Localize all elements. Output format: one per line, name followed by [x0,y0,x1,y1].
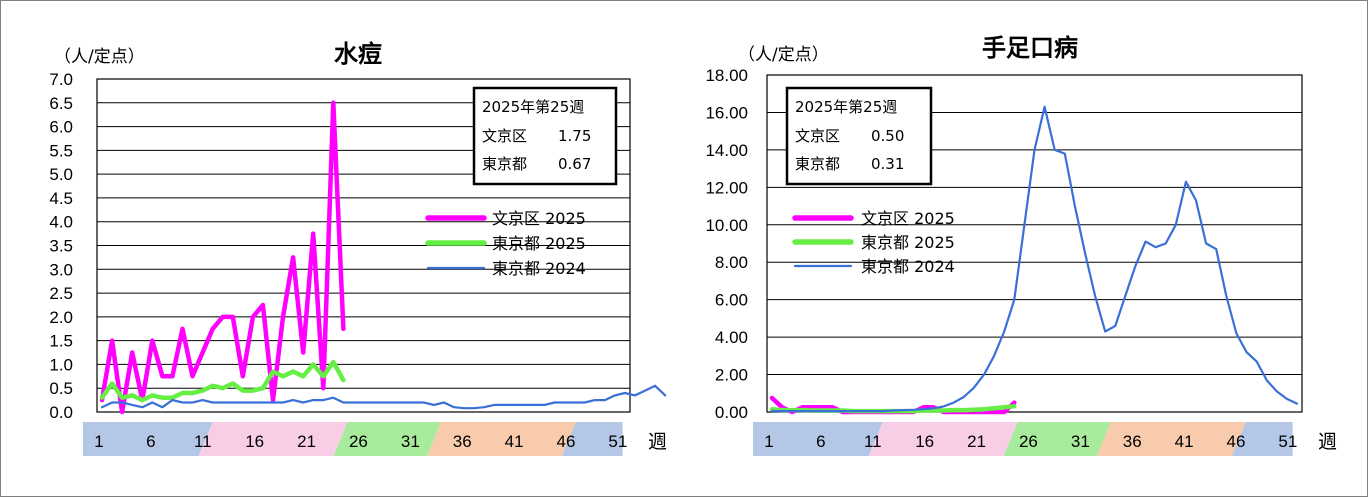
x-tick-label: 31 [401,432,420,451]
x-tick-label: 6 [816,432,825,451]
info-week: 2025年第25週 [795,98,897,116]
y-tick-label: 2.5 [49,284,73,303]
chart-title: 水痘 [334,40,382,68]
y-tick-label: 4.00 [715,328,748,347]
chart-2: 0.00 2.00 4.00 6.00 8.00 10.00 12.00 14.00 16.00… [705,34,1337,456]
legend-label: 東京都 2025 [861,233,955,252]
season-band [333,422,442,456]
y-tick-label: 8.00 [715,253,748,272]
y-tick-label: 18.00 [705,66,748,85]
x-tick-label: 41 [505,432,524,451]
y-tick-label: 0.00 [715,403,748,422]
y-tick-label: 0.0 [49,403,73,422]
info-box [472,86,618,186]
season-band [427,422,576,456]
x-tick-label: 11 [864,432,882,451]
y-tick-label: 4.0 [49,213,73,232]
legend-label: 東京都 2025 [492,234,586,253]
y-tick-label: 2.0 [49,308,73,327]
info-local-label: 文京区 [795,127,840,145]
x-tick-label: 21 [297,432,316,451]
y-tick-label: 1.0 [49,355,73,374]
y-tick-label: 14.00 [705,141,748,160]
legend-label: 文京区 2025 [861,209,955,228]
season-band [83,422,213,456]
season-band [1003,422,1112,456]
legend-label: 東京都 2024 [492,259,586,278]
x-tick-label: 51 [1278,432,1297,451]
info-local-label: 文京区 [482,127,527,145]
season-band [198,422,348,456]
season-band [561,422,623,456]
info-tokyo-label: 東京都 [795,155,840,173]
y-unit-label: （人/定点） [738,45,829,65]
y-tick-label: 5.5 [49,141,73,160]
season-band [1231,422,1293,456]
x-tick-label: 16 [245,432,264,451]
y-tick-label: 7.0 [49,70,73,89]
info-tokyo-value: 0.67 [558,155,591,173]
y-tick-label: 6.00 [715,291,748,310]
y-tick-label: 3.5 [49,237,73,256]
info-week: 2025年第25週 [482,98,584,116]
x-tick-label: 1 [764,432,773,451]
x-unit-label: 週 [648,431,667,453]
x-tick-label: 1 [94,432,103,451]
y-unit-label: （人/定点） [54,47,145,67]
series-line-2 [99,359,346,403]
x-tick-label: 46 [1227,432,1246,451]
y-tick-label: 6.0 [49,118,73,137]
season-band [1097,422,1246,456]
y-tick-label: 4.5 [49,189,73,208]
season-band [753,422,883,456]
x-tick-label: 26 [1019,432,1038,451]
series-line-3 [770,105,1299,413]
info-box [785,86,933,186]
info-local-value: 1.75 [558,127,591,145]
y-tick-label: 6.5 [49,94,73,113]
info-tokyo-value: 0.31 [871,155,904,173]
x-unit-label: 週 [1318,431,1337,453]
x-tick-label: 31 [1071,432,1090,451]
y-tick-label: 0.5 [49,379,73,398]
legend-label: 東京都 2024 [861,257,955,276]
y-tick-label: 5.0 [49,165,73,184]
x-tick-label: 11 [194,432,212,451]
x-tick-label: 16 [915,432,934,451]
y-tick-label: 3.0 [49,260,73,279]
y-tick-label: 16.00 [705,103,748,122]
season-band [868,422,1018,456]
x-tick-label: 46 [557,432,576,451]
x-tick-label: 21 [967,432,986,451]
info-local-value: 0.50 [871,127,904,145]
y-tick-label: 12.00 [705,178,748,197]
y-tick-label: 2.00 [715,366,748,385]
chart-title: 手足口病 [982,34,1078,62]
legend-label: 文京区 2025 [492,209,586,228]
x-tick-label: 41 [1175,432,1194,451]
x-tick-label: 6 [146,432,155,451]
series-line-3 [100,384,667,410]
x-tick-label: 36 [453,432,472,451]
y-tick-label: 10.00 [705,216,748,235]
x-tick-label: 26 [349,432,368,451]
x-tick-label: 51 [608,432,627,451]
x-tick-label: 36 [1123,432,1142,451]
info-tokyo-label: 東京都 [482,155,527,173]
y-tick-label: 1.5 [49,332,73,351]
chart-1: 0.0 0.5 1.0 1.5 2.0 2.5 3.0 3.5 4.0 4.5 5.0 5.5 6.0 6… [49,40,667,456]
